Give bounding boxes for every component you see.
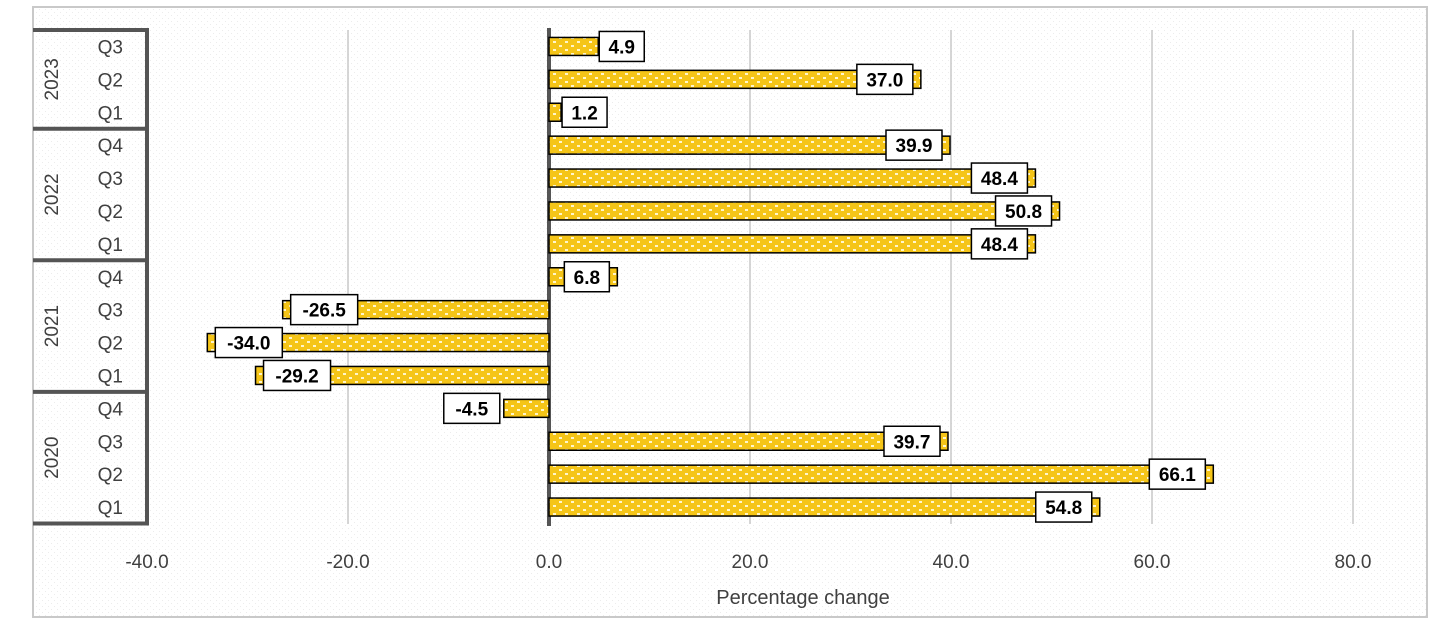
data-label: 1.2 <box>571 103 597 124</box>
data-label: 48.4 <box>981 169 1018 190</box>
category-label: Q3 <box>98 432 123 453</box>
category-label: Q2 <box>98 202 123 223</box>
data-label-box <box>214 326 284 359</box>
bar <box>548 69 922 90</box>
group-label: 2020 <box>42 437 63 479</box>
data-label-box <box>856 63 914 96</box>
x-axis-title: Percentage change <box>716 587 889 609</box>
bar <box>548 464 1215 484</box>
category-label: Q2 <box>98 465 123 486</box>
data-label: 39.9 <box>896 136 933 157</box>
data-label-box <box>262 359 332 392</box>
data-label-box <box>970 228 1029 260</box>
data-label: -4.5 <box>455 399 488 420</box>
x-tick-label: 80.0 <box>1335 552 1372 573</box>
category-label: Q3 <box>98 301 123 322</box>
x-tick-label: 60.0 <box>1134 552 1171 573</box>
bars <box>206 36 1215 517</box>
bar <box>548 234 1037 254</box>
x-tick-label: -20.0 <box>326 552 369 573</box>
data-label: -26.5 <box>303 301 347 322</box>
x-tick-label: 40.0 <box>933 552 970 573</box>
data-label: 54.8 <box>1045 498 1082 519</box>
data-label-box <box>1034 491 1093 523</box>
bar <box>548 36 599 57</box>
bar <box>548 168 1037 188</box>
category-label: Q2 <box>98 334 123 355</box>
bar <box>548 201 1061 221</box>
bar <box>548 102 562 122</box>
data-label: 6.8 <box>574 268 600 289</box>
data-label-box <box>561 96 608 128</box>
data-label: 66.1 <box>1159 465 1196 486</box>
category-label: Q3 <box>98 37 123 58</box>
bar <box>206 332 550 353</box>
data-label-box <box>563 261 611 293</box>
data-label: -34.0 <box>227 334 270 355</box>
category-label: Q1 <box>98 366 123 387</box>
data-label: 48.4 <box>981 235 1018 256</box>
data-label-box <box>289 293 359 326</box>
category-label: Q3 <box>98 169 123 190</box>
x-tick-label: -40.0 <box>125 552 168 573</box>
group-label: 2023 <box>42 58 63 100</box>
data-label: 4.9 <box>609 37 635 58</box>
category-label: Q4 <box>98 268 124 289</box>
bar <box>548 135 951 155</box>
category-label: Q2 <box>98 70 123 91</box>
plot-background <box>34 8 1426 616</box>
category-label: Q1 <box>98 498 123 519</box>
category-label: Q4 <box>98 399 124 420</box>
data-label-box <box>885 129 943 161</box>
data-label-box <box>994 195 1053 227</box>
x-tick-label: 20.0 <box>732 552 769 573</box>
group-label: 2022 <box>42 173 63 215</box>
data-label: -29.2 <box>275 366 318 387</box>
group-label: 2021 <box>42 305 63 347</box>
category-label: Q1 <box>98 103 123 124</box>
data-label-box <box>970 162 1029 194</box>
data-label: 39.7 <box>893 432 930 453</box>
category-label: Q4 <box>98 136 124 157</box>
x-tick-label: 0.0 <box>536 552 562 573</box>
data-label: 50.8 <box>1005 202 1042 223</box>
category-label: Q1 <box>98 235 123 256</box>
bar <box>548 497 1101 517</box>
bar <box>503 398 550 419</box>
x-axis-tick-labels: -40.0 -20.0 0.0 20.0 40.0 60.0 80.0 <box>125 552 1371 573</box>
data-label-box <box>598 30 645 63</box>
data-label-box <box>883 425 941 457</box>
data-label-box <box>1148 458 1207 490</box>
bar <box>548 431 949 451</box>
data-labels: 4.937.01.239.948.450.848.46.8-26.5-34.0-… <box>214 30 1207 523</box>
data-label-box <box>443 392 501 425</box>
data-label: 37.0 <box>866 70 903 91</box>
